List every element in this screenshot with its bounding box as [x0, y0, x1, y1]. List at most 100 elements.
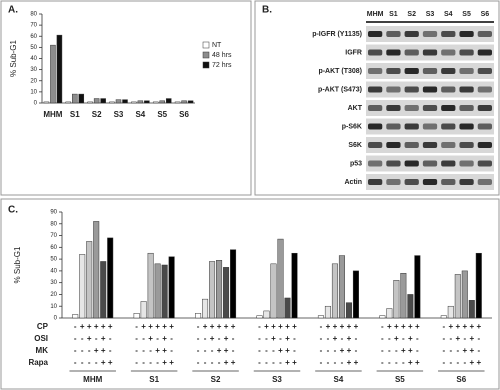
treatment-sign: + [401, 346, 406, 355]
blot-band [386, 86, 401, 93]
legend-label: 72 hrs [212, 62, 232, 69]
treatment-sign: + [217, 346, 222, 355]
bar [440, 315, 447, 319]
x-tick-label: S3 [114, 110, 124, 119]
treatment-sign: - [477, 334, 480, 343]
bar [263, 310, 270, 319]
treatment-sign: + [455, 322, 460, 331]
bar [454, 274, 461, 319]
blot-band [368, 68, 383, 74]
x-tick-label: S3 [272, 375, 282, 384]
bar [137, 100, 144, 104]
x-tick-label: S5 [395, 375, 405, 384]
bar [461, 270, 468, 319]
bar [216, 260, 223, 319]
bar [43, 101, 50, 104]
blot-band [404, 179, 419, 185]
y-axis-label: % Sub-G1 [13, 246, 22, 283]
y-tick-label: 70 [50, 233, 57, 239]
treatment-sign: + [108, 358, 113, 367]
legend-swatch [202, 41, 210, 49]
treatment-sign: + [408, 346, 413, 355]
treatment-sign: - [109, 334, 112, 343]
treatment-sign: - [142, 334, 145, 343]
treatment-sign: - [320, 322, 323, 331]
treatment-sign: - [381, 334, 384, 343]
blot-band [477, 86, 492, 93]
blot-band [404, 31, 419, 37]
blot-row-label: Actin [345, 179, 363, 186]
treatment-sign: + [285, 358, 290, 367]
y-tick-label: 80 [30, 12, 37, 18]
treatment-sign: - [334, 358, 337, 367]
bar [131, 101, 137, 104]
x-tick-label: S1 [149, 375, 159, 384]
bar [338, 255, 345, 319]
lane-label: S3 [426, 11, 435, 18]
treatment-sign: - [320, 358, 323, 367]
treatment-sign: - [156, 334, 159, 343]
treatment-sign: + [401, 322, 406, 331]
bar [284, 297, 291, 319]
bar [187, 100, 194, 104]
treatment-sign: - [449, 358, 452, 367]
bar [291, 252, 298, 319]
treatment-sign: + [340, 346, 345, 355]
panel-label: C. [8, 205, 18, 216]
bar [65, 101, 72, 104]
bar [161, 264, 168, 319]
blot-row-label: p-AKT (S473) [318, 86, 362, 93]
treatment-sign: + [347, 358, 352, 367]
bar [317, 315, 324, 319]
bar [386, 308, 393, 319]
treatment-sign: - [388, 358, 391, 367]
bar [475, 252, 482, 319]
bar [174, 101, 181, 104]
y-tick-label: 40 [50, 268, 57, 274]
treatment-sign: + [217, 322, 222, 331]
treatment-label: Rapa [28, 358, 48, 367]
bar [393, 280, 400, 319]
treatment-sign: - [197, 346, 200, 355]
treatment-sign: - [204, 334, 207, 343]
blot-band [441, 123, 456, 130]
blot-band [477, 123, 492, 130]
treatment-label: OSI [34, 334, 48, 343]
lane-label: S1 [389, 11, 398, 18]
treatment-sign: - [442, 334, 445, 343]
lane-label: S4 [444, 11, 453, 18]
treatment-sign: - [279, 334, 282, 343]
treatment-sign: - [109, 346, 112, 355]
blot-row-label: p-S6K [342, 123, 362, 130]
bar [447, 305, 454, 319]
treatment-sign: - [170, 334, 173, 343]
bar [133, 313, 140, 319]
treatment-sign: + [292, 358, 297, 367]
treatment-sign: + [87, 322, 92, 331]
blot-band [459, 123, 474, 130]
treatment-sign: + [162, 358, 167, 367]
treatment-sign: + [462, 322, 467, 331]
treatment-sign: - [320, 334, 323, 343]
treatment-sign: + [476, 322, 481, 331]
treatment-sign: + [340, 322, 345, 331]
x-tick-label: S2 [92, 110, 102, 119]
treatment-sign: + [333, 334, 338, 343]
treatment-sign: + [354, 358, 359, 367]
treatment-sign: - [95, 358, 98, 367]
treatment-sign: - [355, 346, 358, 355]
blot-band [459, 160, 474, 167]
treatment-sign: - [74, 346, 77, 355]
blot-band [459, 142, 474, 148]
treatment-sign: + [94, 346, 99, 355]
bar [352, 270, 359, 319]
panel-c-frame [0, 198, 500, 390]
blot-band [386, 49, 401, 56]
treatment-sign: + [415, 322, 420, 331]
blot-band [477, 68, 492, 74]
blot-band [441, 142, 456, 148]
treatment-sign: - [334, 346, 337, 355]
bar [181, 100, 187, 104]
treatment-sign: - [449, 334, 452, 343]
treatment-sign: - [388, 334, 391, 343]
